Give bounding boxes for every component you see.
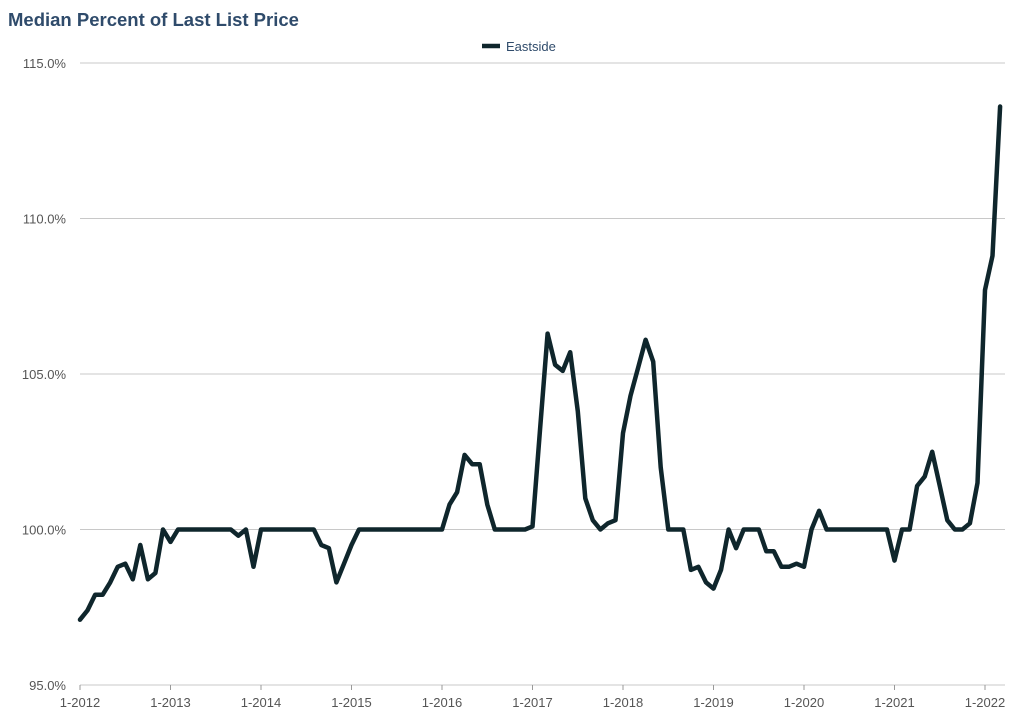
y-tick-label: 105.0%	[22, 367, 67, 382]
legend-label: Eastside	[506, 39, 556, 54]
x-tick-label: 1-2021	[874, 695, 914, 710]
series-line-eastside	[77, 104, 1003, 622]
x-tick-label: 1-2012	[60, 695, 100, 710]
x-tick-label: 1-2013	[150, 695, 190, 710]
x-tick-label: 1-2017	[512, 695, 552, 710]
y-tick-label: 100.0%	[22, 523, 67, 538]
x-tick-label: 1-2020	[784, 695, 824, 710]
x-tick-label: 1-2014	[241, 695, 281, 710]
x-tick-label: 1-2019	[693, 695, 733, 710]
y-tick-label: 110.0%	[23, 212, 67, 227]
y-tick-label: 115.0%	[23, 56, 67, 71]
x-tick-label: 1-2015	[331, 695, 371, 710]
x-tick-label: 1-2022	[965, 695, 1005, 710]
x-tick-label: 1-2018	[603, 695, 643, 710]
y-tick-label: 95.0%	[29, 678, 66, 693]
x-tick-label: 1-2016	[422, 695, 462, 710]
chart-title: Median Percent of Last List Price	[8, 9, 299, 30]
